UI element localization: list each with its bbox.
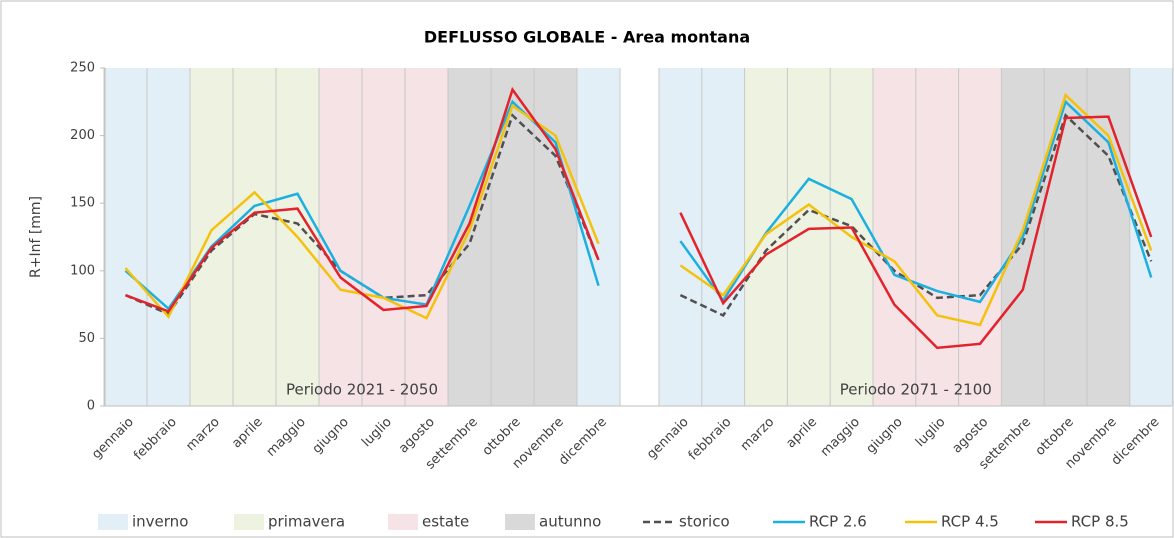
season-band [659,68,702,406]
legend-swatch [505,514,535,530]
legend-swatch [98,514,128,530]
season-band [448,68,491,406]
y-tick-label: 0 [87,399,95,414]
legend-label: RCP 8.5 [1071,513,1129,531]
season-band [147,68,190,406]
season-band [233,68,276,406]
legend-label: RCP 2.6 [809,513,867,531]
season-band [319,68,362,406]
legend-label: inverno [132,513,188,531]
legend-swatch [388,514,418,530]
y-tick-label: 50 [78,331,95,346]
season-band [534,68,577,406]
y-tick-label: 150 [70,196,95,211]
y-tick-label: 100 [70,263,95,278]
panel-label: Periodo 2021 - 2050 [286,381,438,399]
season-band [1044,68,1087,406]
legend-label: primavera [268,513,345,531]
season-band [915,68,959,406]
legend-label: storico [679,513,730,531]
legend-swatch [234,514,264,530]
season-band [491,68,534,406]
y-tick-label: 250 [70,61,95,76]
panel-label: Periodo 2071 - 2100 [840,381,992,399]
season-band [405,68,448,406]
chart-title: DEFLUSSO GLOBALE - Area montana [424,28,750,47]
season-band [958,68,1002,406]
series-line [679,92,1153,327]
season-band [104,68,147,406]
season-band [1129,68,1173,406]
legend-label: autunno [539,513,601,531]
season-band [701,68,745,406]
legend-label: estate [422,513,469,531]
series-line [125,86,600,313]
series-line [679,115,1153,350]
season-band [873,68,916,406]
legend-label: RCP 4.5 [941,513,999,531]
y-tick-label: 200 [70,128,95,143]
season-band [1087,68,1130,406]
season-band [362,68,405,406]
y-axis-label: R+Inf [mm] [28,196,44,278]
